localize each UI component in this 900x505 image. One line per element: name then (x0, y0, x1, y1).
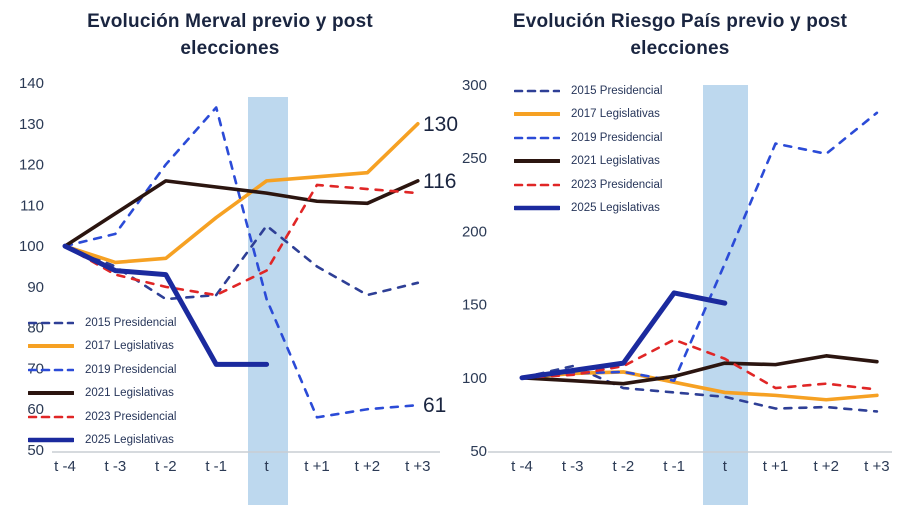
series-end-value-label: 116 (423, 169, 457, 193)
legend-line-swatch (26, 431, 76, 449)
legend-label: 2017 Legislativas (571, 108, 660, 121)
legend-label: 2025 Legislativas (85, 434, 174, 447)
riesgo-pais-plot-area: 300 250 200 150 100 50 t -4 t -3 t -2 t -1 t t +1 t … (462, 77, 892, 505)
legend-label: 2021 Legislativas (85, 387, 174, 400)
legend-line-swatch (27, 337, 75, 355)
legend-line-swatch (27, 361, 75, 379)
y-axis-tick-label: 120 (19, 157, 44, 174)
x-axis-tick-label: t (723, 458, 728, 475)
legend-line-swatch (512, 199, 562, 217)
series-line-2021-legislativas (520, 354, 879, 386)
y-axis-tick-label: 110 (20, 197, 44, 214)
legend-item: 2021 Legislativas (27, 382, 176, 406)
election-week-highlight-band (248, 97, 288, 505)
x-axis-tick-label: t +2 (355, 458, 380, 475)
legend-line-swatch (513, 176, 561, 194)
riesgo-title-line1: Evolución Riesgo País previo y post (512, 11, 848, 32)
series-line-2025-legislativas (62, 243, 270, 367)
x-axis-tick-label: t (265, 458, 270, 475)
legend-line-swatch (27, 314, 75, 332)
series-end-value-label: 61 (423, 394, 447, 418)
legend-item: 2019 Presidencial (513, 126, 663, 150)
series-line-2019-presidencial (63, 106, 420, 419)
series-line-2017-legislativas (63, 121, 420, 265)
x-axis-tick-label: t -3 (562, 458, 584, 475)
legend-label: 2017 Legislativas (85, 340, 174, 353)
legend-line-swatch (513, 105, 561, 123)
x-axis-tick-label: t -2 (155, 458, 177, 475)
legend-label: 2015 Presidencial (571, 84, 663, 97)
legend-item: 2023 Presidencial (513, 173, 663, 197)
legend-label: 2015 Presidencial (85, 316, 177, 329)
legend-line-swatch (27, 384, 75, 402)
legend-label: 2021 Legislativas (571, 155, 660, 168)
legend-line-swatch (513, 152, 561, 170)
legend-label: 2023 Presidencial (571, 178, 663, 191)
legend-line-swatch (513, 82, 561, 100)
x-axis-tick-label: t -1 (663, 458, 685, 475)
legend-item: 2017 Legislativas (513, 103, 662, 127)
merval-title-line1: Evolución Merval previo y post (87, 11, 373, 32)
riesgo-pais-legend: 2015 Presidencial 2017 Legislativas 2019 P… (512, 79, 663, 221)
y-axis-tick-label: 250 (462, 150, 487, 167)
legend-item: 2015 Presidencial (513, 79, 663, 103)
merval-plot-area: 1401301201101009080706050t -4t -3t -2t -… (19, 75, 440, 505)
series-end-value-label: 130 (423, 112, 459, 136)
riesgo-pais-chart-title: Evolución Riesgo País previo y post elec… (480, 8, 880, 62)
x-axis-tick-label: t +2 (813, 458, 838, 475)
x-axis-tick-label: t +3 (405, 458, 430, 475)
y-axis-tick-label: 50 (470, 443, 487, 460)
x-axis-tick-label: t -3 (105, 458, 127, 475)
series-line-2025-legislativas (519, 290, 728, 381)
legend-item: 2015 Presidencial (27, 311, 177, 335)
y-axis-tick-label: 100 (462, 370, 487, 387)
legend-item: 2017 Legislativas (27, 335, 176, 359)
y-axis-tick-label: 60 (27, 401, 44, 418)
y-axis-tick-label: 90 (27, 279, 44, 296)
legend-item: 2019 Presidencial (27, 358, 177, 382)
y-axis-tick-label: 150 (462, 297, 487, 314)
merval-title-line2: elecciones (180, 38, 280, 59)
legend-label: 2019 Presidencial (571, 131, 663, 144)
y-axis-tick-label: 200 (462, 223, 487, 240)
legend-item: 2025 Legislativas (26, 429, 176, 453)
x-axis-tick-label: t +3 (864, 458, 889, 475)
x-axis-tick-label: t -1 (205, 458, 227, 475)
y-axis-tick-label: 130 (19, 116, 44, 133)
merval-legend: 2015 Presidencial 2017 Legislativas 2019 P… (26, 311, 177, 453)
legend-line-swatch (513, 129, 561, 147)
series-line-2023-presidencial (520, 338, 879, 391)
legend-label: 2025 Legislativas (571, 202, 660, 215)
y-axis-tick-label: 100 (19, 238, 44, 255)
x-axis-tick-label: t +1 (304, 458, 329, 475)
x-axis-tick-label: t -4 (54, 458, 76, 475)
series-line-2023-presidencial (63, 183, 420, 297)
series-line-2021-legislativas (63, 179, 420, 248)
legend-item: 2025 Legislativas (512, 197, 662, 221)
x-axis-tick-label: t -2 (613, 458, 635, 475)
y-axis-tick-label: 300 (462, 77, 487, 94)
legend-label: 2019 Presidencial (85, 363, 177, 376)
merval-chart-title: Evolución Merval previo y post eleccione… (30, 8, 430, 62)
x-axis-tick-label: t +1 (763, 458, 788, 475)
legend-line-swatch (27, 408, 75, 426)
y-axis-tick-label: 50 (27, 442, 44, 459)
riesgo-title-line2: elecciones (630, 38, 730, 59)
legend-item: 2021 Legislativas (513, 150, 662, 174)
y-axis-tick-label: 140 (19, 75, 44, 92)
election-week-highlight-band (703, 85, 748, 505)
legend-label: 2023 Presidencial (85, 410, 177, 423)
legend-item: 2023 Presidencial (27, 405, 177, 429)
x-axis-tick-label: t -4 (511, 458, 533, 475)
